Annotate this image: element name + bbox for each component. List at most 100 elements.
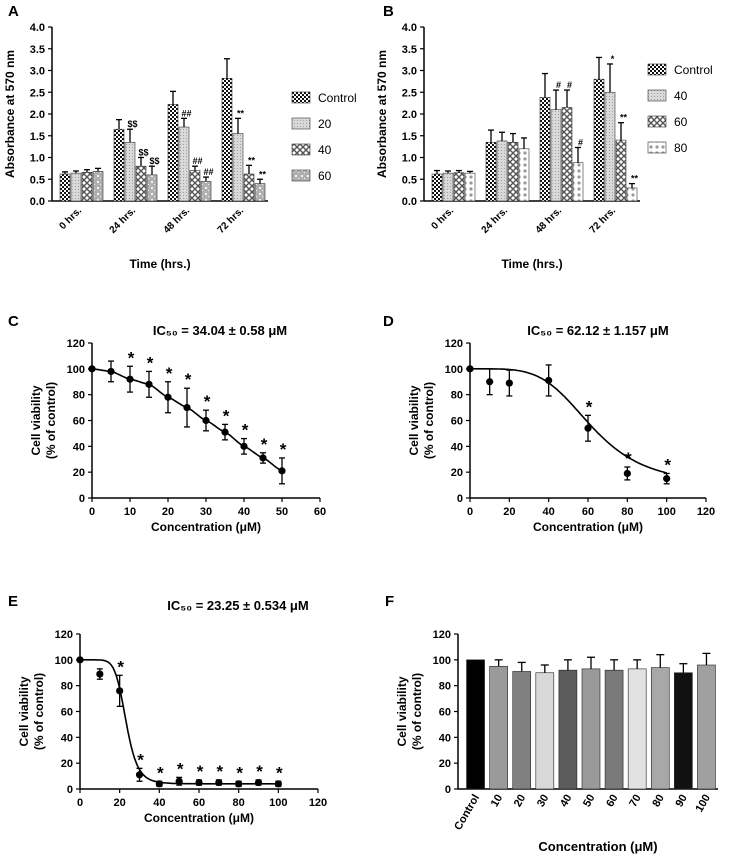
significance-marker: # bbox=[578, 137, 583, 147]
significance-marker: ** bbox=[259, 169, 267, 179]
y-tick-label: 20 bbox=[73, 467, 85, 479]
bar bbox=[627, 668, 647, 790]
bar bbox=[626, 187, 638, 202]
panel-label: F bbox=[385, 593, 394, 610]
x-axis-label: Concentration (μM) bbox=[533, 520, 643, 534]
legend-entry: 40 bbox=[674, 89, 688, 103]
significance-marker: ## bbox=[203, 167, 213, 177]
y-tick-label: 2.5 bbox=[402, 87, 417, 99]
y-tick-label: 0 bbox=[445, 784, 451, 796]
data-point bbox=[221, 428, 229, 436]
y-axis-label: Absorbance at 570 nm bbox=[375, 50, 389, 178]
significance-marker: $$ bbox=[138, 148, 148, 158]
x-tick-label: 80 bbox=[621, 506, 633, 518]
y-tick-label: 2.0 bbox=[402, 109, 417, 121]
y-tick-label: 60 bbox=[451, 416, 463, 428]
chart-title: IC₅₀ = 23.25 ± 0.534 μM bbox=[167, 598, 308, 613]
significance-marker: * bbox=[204, 392, 211, 411]
x-tick-label: 40 bbox=[543, 506, 555, 518]
significance-marker: $$ bbox=[127, 119, 137, 129]
x-axis-label: Concentration (μM) bbox=[151, 520, 261, 534]
panel-f: F 0 20 40 60 80 100 120 Cell viability (% of cont… bbox=[385, 593, 718, 854]
panel-label: C bbox=[8, 313, 19, 330]
y-tick-label: 80 bbox=[439, 681, 451, 693]
data-point bbox=[76, 656, 84, 664]
data-point bbox=[584, 424, 592, 432]
x-tick-label: 24 hrs. bbox=[108, 205, 139, 236]
y-axis-label: (% of control) bbox=[32, 673, 46, 750]
legend-entry: 60 bbox=[674, 115, 688, 129]
bar bbox=[442, 172, 454, 202]
x-tick-label: 30 bbox=[535, 793, 552, 810]
significance-marker: * bbox=[223, 406, 230, 425]
significance-marker: ** bbox=[620, 113, 628, 123]
y-axis-label: Cell viability bbox=[407, 385, 421, 455]
significance-marker: ** bbox=[631, 174, 639, 184]
y-tick-label: 3.0 bbox=[30, 66, 45, 78]
y-tick-label: 20 bbox=[451, 467, 463, 479]
legend-swatch bbox=[291, 169, 311, 182]
data-point bbox=[466, 365, 474, 373]
y-axis-label: (% of control) bbox=[410, 673, 424, 750]
y-tick-label: 1.0 bbox=[402, 153, 417, 165]
data-point bbox=[175, 777, 183, 785]
x-tick-label: 40 bbox=[153, 797, 165, 809]
x-tick-label: 20 bbox=[162, 506, 174, 518]
significance-marker: $$ bbox=[149, 156, 159, 166]
data-point bbox=[107, 367, 115, 376]
x-tick-label: 0 bbox=[89, 506, 95, 518]
y-tick-label: 3.5 bbox=[30, 44, 45, 56]
y-tick-label: 100 bbox=[433, 655, 451, 667]
legend-swatch bbox=[291, 91, 311, 104]
legend-swatch bbox=[291, 117, 311, 130]
data-point bbox=[505, 379, 513, 387]
bar bbox=[178, 126, 190, 202]
bar bbox=[189, 170, 201, 202]
y-tick-label: 0 bbox=[457, 493, 463, 505]
bar bbox=[581, 668, 601, 790]
bar bbox=[604, 669, 624, 790]
x-tick-label: 60 bbox=[314, 506, 326, 518]
data-point bbox=[164, 393, 172, 401]
x-tick-label: 40 bbox=[558, 793, 575, 810]
bar bbox=[535, 672, 555, 790]
significance-marker: ** bbox=[248, 155, 256, 165]
y-tick-label: 1.0 bbox=[30, 153, 45, 165]
data-point bbox=[195, 778, 203, 787]
legend-entry: 80 bbox=[674, 141, 688, 155]
y-tick-label: 60 bbox=[61, 707, 73, 719]
bar bbox=[453, 172, 465, 202]
legend-swatch bbox=[647, 63, 667, 76]
bar bbox=[431, 173, 443, 202]
y-axis-label: Cell viability bbox=[29, 385, 43, 455]
y-tick-label: 1.5 bbox=[30, 131, 45, 143]
bar bbox=[70, 172, 82, 202]
panel-b: B 0.0 0.5 1.0 1.5 2.0 2.5 3.0 3.5 4.0 Absorbance a… bbox=[375, 3, 713, 271]
y-tick-label: 20 bbox=[61, 758, 73, 770]
significance-marker: * bbox=[177, 759, 184, 778]
y-tick-label: 80 bbox=[73, 390, 85, 402]
bar bbox=[697, 664, 716, 790]
data-point bbox=[254, 778, 263, 787]
y-tick-label: 0.0 bbox=[402, 196, 417, 208]
bar bbox=[124, 141, 136, 202]
legend-entry: 60 bbox=[318, 169, 332, 183]
y-axis-label: (% of control) bbox=[422, 382, 436, 459]
bar bbox=[572, 162, 584, 202]
significance-marker: ## bbox=[181, 108, 191, 118]
significance-marker: * bbox=[117, 657, 124, 676]
x-axis-label: Concentration (μM) bbox=[538, 839, 657, 854]
data-point bbox=[183, 403, 191, 412]
y-tick-label: 0 bbox=[67, 784, 73, 796]
bar bbox=[512, 671, 532, 790]
y-tick-label: 40 bbox=[439, 732, 451, 744]
y-tick-label: 100 bbox=[67, 364, 85, 376]
y-tick-label: 120 bbox=[445, 338, 463, 350]
panel-label: E bbox=[8, 593, 18, 610]
panel-a: A 0.0 0.5 1.0 1.5 2.0 2.5 3.0 3.5 4.0 Absorbance a… bbox=[3, 3, 357, 271]
significance-marker: * bbox=[236, 763, 243, 782]
data-point bbox=[278, 467, 286, 475]
x-tick-label: 120 bbox=[697, 506, 715, 518]
x-tick-label: 48 hrs. bbox=[534, 205, 565, 236]
x-tick-label: 72 hrs. bbox=[588, 205, 619, 236]
